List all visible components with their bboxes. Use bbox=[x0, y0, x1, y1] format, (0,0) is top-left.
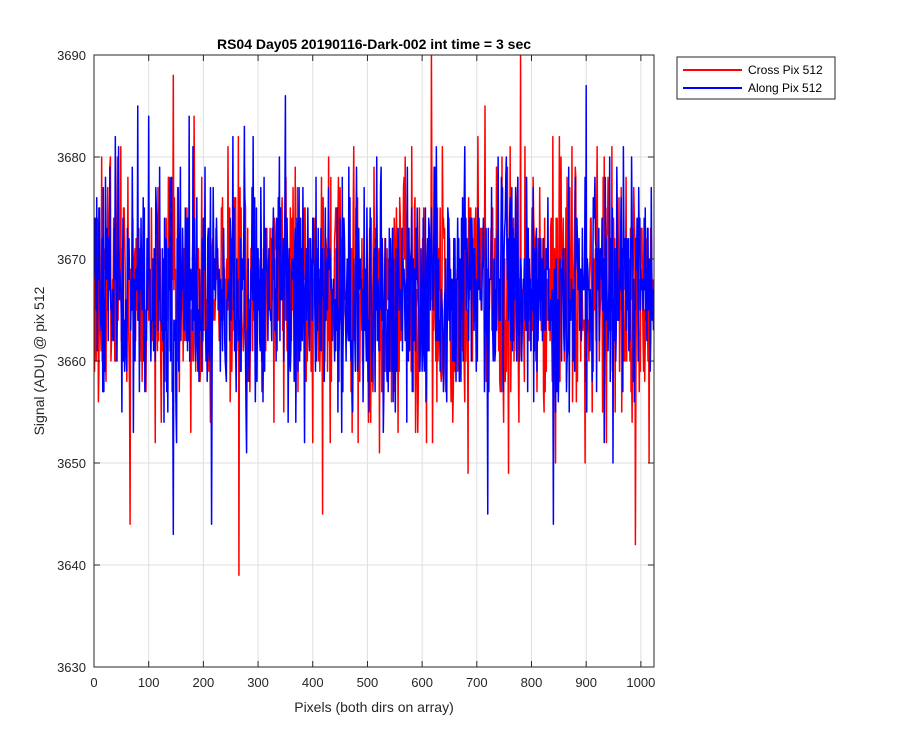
x-tick-label: 0 bbox=[90, 675, 97, 690]
x-tick-label: 900 bbox=[575, 675, 597, 690]
chart-title: RS04 Day05 20190116-Dark-002 int time = … bbox=[217, 36, 531, 52]
y-tick-label: 3630 bbox=[57, 660, 86, 675]
y-tick-label: 3660 bbox=[57, 354, 86, 369]
y-tick-label: 3680 bbox=[57, 150, 86, 165]
y-axis-label: Signal (ADU) @ pix 512 bbox=[31, 286, 47, 435]
x-tick-label: 200 bbox=[193, 675, 215, 690]
x-tick-label: 300 bbox=[247, 675, 269, 690]
y-tick-label: 3690 bbox=[57, 48, 86, 63]
y-tick-label: 3650 bbox=[57, 456, 86, 471]
legend: Cross Pix 512 Along Pix 512 bbox=[676, 56, 836, 100]
series-line-along bbox=[94, 84, 654, 536]
x-axis-label: Pixels (both dirs on array) bbox=[294, 699, 454, 715]
x-tick-label: 700 bbox=[466, 675, 488, 690]
series-layer bbox=[94, 55, 654, 576]
ticks bbox=[93, 54, 654, 668]
x-tick-label: 400 bbox=[302, 675, 324, 690]
x-tick-label: 1000 bbox=[626, 675, 655, 690]
x-tick-label: 800 bbox=[521, 675, 543, 690]
legend-label-cross: Cross Pix 512 bbox=[748, 63, 823, 77]
y-tick-label: 3670 bbox=[57, 252, 86, 267]
tick-labels: 0 100 200 300 400 500 600 700 800 900 1000 3630 3640… bbox=[57, 48, 655, 690]
y-tick-label: 3640 bbox=[57, 558, 86, 573]
legend-label-along: Along Pix 512 bbox=[748, 81, 822, 95]
x-tick-label: 100 bbox=[138, 675, 160, 690]
x-tick-label: 600 bbox=[411, 675, 433, 690]
x-tick-label: 500 bbox=[357, 675, 379, 690]
legend-box bbox=[676, 56, 836, 100]
